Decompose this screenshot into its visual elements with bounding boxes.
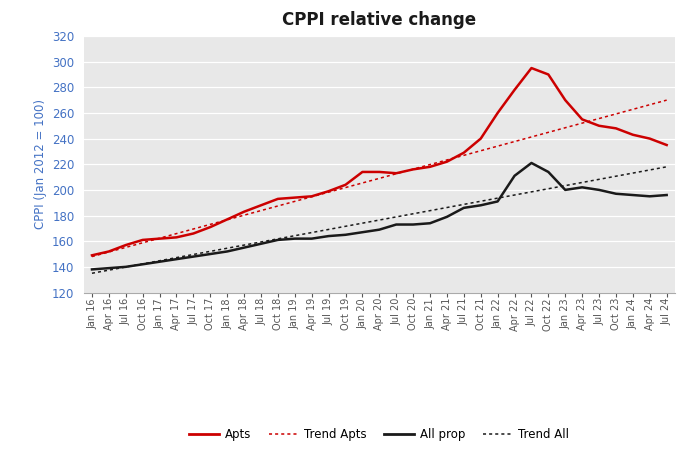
Title: CPPI relative change: CPPI relative change (283, 11, 476, 29)
Legend: Apts, Trend Apts, All prop, Trend All: Apts, Trend Apts, All prop, Trend All (184, 423, 574, 446)
Y-axis label: CPPI (Jan 2012 = 100): CPPI (Jan 2012 = 100) (33, 99, 47, 229)
